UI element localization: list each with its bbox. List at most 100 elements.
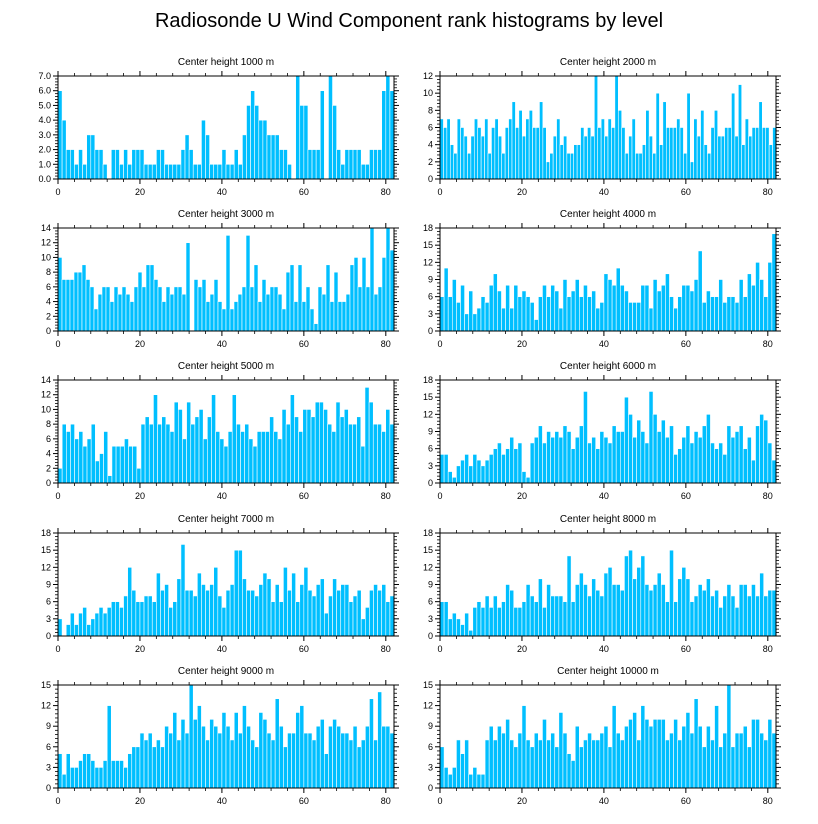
y-tick-label: 6 — [428, 742, 433, 752]
histogram-bar — [209, 163, 215, 180]
histogram-bar — [597, 127, 602, 180]
histogram-bar — [549, 152, 554, 180]
histogram-bar — [726, 584, 732, 637]
histogram-bar — [640, 705, 646, 789]
histogram-bar — [636, 419, 642, 484]
histogram-bar — [137, 271, 143, 332]
histogram-bar — [583, 135, 588, 180]
histogram-bar — [74, 624, 79, 637]
histogram-bar — [681, 284, 687, 332]
histogram-bar — [484, 302, 490, 332]
histogram-bar — [521, 471, 527, 484]
histogram-bar — [648, 391, 654, 484]
histogram-bar — [221, 308, 227, 332]
main-title: Radiosonde U Wind Component rank histogr… — [154, 10, 664, 32]
histogram-bar — [767, 442, 773, 484]
histogram-bar — [453, 152, 458, 180]
histogram-bar — [477, 127, 482, 180]
histogram-bar — [672, 127, 677, 180]
histogram-bar — [484, 595, 490, 637]
histogram-bar — [456, 618, 461, 637]
histogram-bar — [677, 578, 683, 637]
histogram-bar — [254, 595, 260, 637]
histogram-bar — [311, 739, 317, 789]
histogram-bar — [265, 293, 271, 332]
histogram-bar — [720, 135, 725, 180]
histogram-bar — [254, 746, 260, 789]
histogram-bar — [669, 296, 674, 332]
histogram-bar — [319, 401, 324, 484]
histogram-bar — [710, 296, 715, 332]
histogram-bar — [329, 301, 335, 332]
histogram-bar — [685, 425, 691, 484]
histogram-bar — [266, 578, 272, 637]
histogram-bar — [246, 589, 251, 637]
x-tick-label: 60 — [299, 187, 309, 197]
histogram-bar — [277, 438, 283, 484]
histogram-bar — [686, 92, 691, 180]
histogram-bar — [364, 387, 370, 484]
panel-title: Center height 2000 m — [560, 57, 656, 68]
histogram-bar — [689, 732, 695, 789]
histogram-bar — [693, 431, 699, 484]
histogram-bar — [352, 149, 358, 180]
histogram-bar — [439, 746, 445, 789]
histogram-bar — [574, 584, 580, 637]
histogram-bar — [78, 612, 83, 637]
histogram-bar — [211, 394, 216, 484]
histogram-bar — [298, 431, 304, 484]
histogram-bar — [710, 442, 715, 484]
histogram-bar — [169, 431, 175, 484]
histogram-bar — [487, 152, 492, 180]
histogram-bar — [755, 595, 760, 637]
histogram-bar — [644, 284, 650, 332]
histogram-bar — [464, 739, 469, 789]
histogram-bar — [253, 264, 259, 332]
histogram-bar — [205, 739, 210, 789]
histogram-bar — [730, 436, 736, 484]
histogram-bar — [538, 296, 543, 332]
histogram-bar — [101, 286, 107, 332]
histogram-bar — [714, 448, 719, 484]
histogram-bar — [669, 127, 674, 180]
histogram-bar — [285, 271, 291, 332]
histogram-bar — [331, 431, 337, 484]
histogram-bar — [57, 753, 63, 789]
histogram-bar — [562, 601, 568, 637]
histogram-bar — [328, 75, 333, 180]
histogram-bar — [324, 612, 329, 637]
histogram-bar — [352, 423, 357, 484]
histogram-bar — [718, 442, 724, 484]
x-tick-label: 20 — [517, 339, 527, 349]
histogram-bar — [580, 127, 585, 180]
histogram-bar — [525, 739, 531, 789]
histogram-bar — [69, 612, 75, 637]
y-tick-label: 14 — [41, 375, 51, 385]
histogram-bar — [494, 118, 499, 180]
histogram-bar — [310, 416, 316, 484]
histogram-bar — [480, 296, 486, 332]
histogram-bar — [632, 436, 637, 484]
y-tick-label: 8 — [428, 105, 433, 115]
histogram-bar — [554, 746, 560, 789]
histogram-bar — [385, 227, 391, 332]
histogram-bar — [86, 438, 92, 484]
histogram-bar — [381, 431, 387, 484]
y-tick-label: 12 — [423, 562, 433, 572]
y-tick-label: 0 — [428, 326, 433, 336]
histogram-bar — [237, 549, 243, 637]
histogram-bar — [151, 601, 157, 637]
histogram-bar — [566, 152, 571, 180]
histogram-bar — [111, 445, 117, 484]
histogram-bar — [328, 595, 333, 637]
y-tick-label: 6 — [428, 444, 433, 454]
histogram-bar — [273, 286, 279, 332]
histogram-bar — [274, 134, 280, 180]
histogram-bar — [236, 423, 241, 484]
histogram-bar — [225, 163, 231, 180]
histogram-bar — [94, 612, 100, 637]
histogram-bar — [201, 725, 206, 789]
histogram-bar — [484, 459, 490, 484]
histogram-bar — [772, 127, 777, 180]
histogram-bar — [176, 739, 182, 789]
